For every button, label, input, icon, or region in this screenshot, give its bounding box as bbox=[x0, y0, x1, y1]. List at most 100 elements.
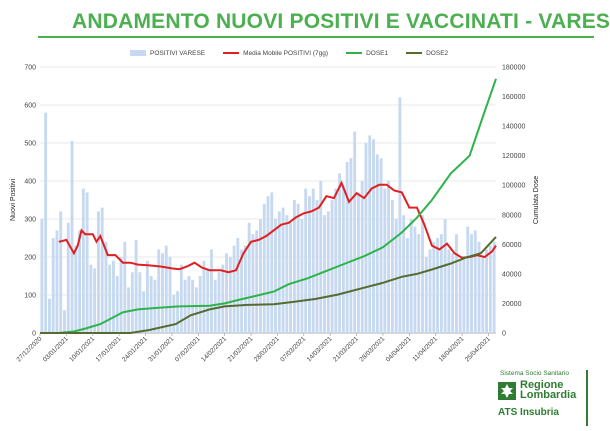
bar-positivi bbox=[281, 207, 285, 333]
bar-positivi bbox=[243, 245, 247, 333]
logo-top-text: Sistema Socio Sanitario bbox=[500, 370, 570, 377]
y-tick-label: 100 bbox=[24, 293, 36, 300]
bar-positivi bbox=[345, 162, 349, 333]
chart-legend: POSITIVI VARESE Media Mobile POSITIVI (7… bbox=[130, 47, 448, 59]
x-tick-label: 27/12/2020 bbox=[15, 335, 43, 363]
y2-tick-label: 40000 bbox=[502, 271, 522, 278]
bar-positivi bbox=[477, 241, 481, 333]
x-tick-label: 04/04/2021 bbox=[385, 335, 413, 363]
bar-positivi bbox=[319, 181, 323, 333]
y2-tick-label: 60000 bbox=[502, 242, 522, 249]
bar-positivi bbox=[221, 264, 225, 333]
title-underline bbox=[38, 36, 594, 38]
bar-positivi bbox=[74, 245, 78, 333]
bar-positivi bbox=[304, 188, 308, 333]
bar-positivi bbox=[78, 230, 82, 333]
bar-positivi bbox=[424, 257, 428, 333]
bar-positivi bbox=[341, 184, 345, 333]
bar-positivi bbox=[383, 188, 387, 333]
y-tick-label: 200 bbox=[24, 255, 36, 262]
y-tick-label: 500 bbox=[24, 141, 36, 148]
legend-label-dose2: DOSE2 bbox=[426, 49, 449, 57]
bar-positivi bbox=[149, 276, 153, 333]
bar-positivi bbox=[326, 211, 330, 333]
logo-name-line2: Lombardia bbox=[520, 389, 577, 401]
legend-label-media-mobile: Media Mobile POSITIVI (7gg) bbox=[243, 49, 329, 57]
bar-positivi bbox=[481, 257, 485, 333]
bar-positivi bbox=[225, 253, 228, 333]
bar-positivi bbox=[198, 276, 202, 333]
bar-positivi bbox=[236, 238, 240, 333]
bar-positivi bbox=[187, 276, 191, 333]
bar-positivi bbox=[100, 207, 104, 333]
logo: Sistema Socio Sanitario Regione Lombardi… bbox=[492, 370, 592, 426]
y-tick-label: 600 bbox=[24, 103, 36, 110]
bar-positivi bbox=[145, 260, 149, 333]
bar-positivi bbox=[247, 222, 251, 333]
legend-item-positivi: POSITIVI VARESE bbox=[130, 50, 205, 57]
bar-positivi bbox=[372, 139, 375, 333]
bar-positivi bbox=[458, 260, 462, 333]
title-bar: ANDAMENTO NUOVI POSITIVI E VACCINATI - V… bbox=[38, 10, 610, 38]
bar-positivi bbox=[259, 219, 262, 333]
bar-positivi bbox=[142, 291, 146, 333]
y2-tick-label: 20000 bbox=[502, 301, 522, 308]
x-tick-label: 07/03/2021 bbox=[279, 335, 307, 363]
bar-positivi bbox=[168, 257, 172, 333]
legend-label-positivi: POSITIVI VARESE bbox=[150, 49, 206, 57]
bar-positivi bbox=[104, 241, 108, 333]
bar-positivi bbox=[213, 279, 217, 333]
bar-positivi bbox=[66, 222, 70, 333]
x-tick-label: 17/01/2021 bbox=[95, 335, 123, 363]
bar-positivi bbox=[194, 287, 198, 333]
bar-positivi bbox=[262, 203, 266, 333]
x-tick-label: 14/02/2021 bbox=[200, 335, 228, 363]
bar-positivi bbox=[323, 215, 326, 333]
legend-swatch-positivi bbox=[130, 50, 146, 56]
bar-positivi bbox=[164, 245, 168, 333]
bar-positivi bbox=[421, 215, 424, 333]
bar-positivi bbox=[289, 222, 293, 333]
x-tick-label: 21/02/2021 bbox=[226, 335, 254, 363]
y-tick-label: 700 bbox=[24, 65, 36, 72]
bar-positivi bbox=[93, 268, 97, 333]
legend-item-media-mobile: Media Mobile POSITIVI (7gg) bbox=[223, 50, 328, 57]
bar-positivi bbox=[300, 219, 304, 333]
bar-positivi bbox=[308, 196, 311, 333]
x-tick-label: 14/03/2021 bbox=[306, 335, 334, 363]
bar-positivi bbox=[153, 279, 157, 333]
bar-positivi bbox=[413, 226, 417, 333]
bar-positivi bbox=[353, 131, 357, 333]
bar-positivi bbox=[40, 219, 44, 333]
bar-positivi bbox=[119, 257, 123, 333]
series-line-media-mobile-positivi-7gg- bbox=[58, 180, 497, 274]
bar-positivi bbox=[81, 188, 85, 333]
bar-positivi bbox=[390, 200, 394, 333]
bar-positivi bbox=[417, 234, 421, 333]
x-tick-label: 31/01/2021 bbox=[147, 335, 175, 363]
logo-border bbox=[586, 370, 588, 426]
y2-tick-label: 80000 bbox=[502, 212, 522, 219]
bar-positivi bbox=[255, 230, 259, 333]
bar-positivi bbox=[451, 253, 455, 333]
bar-positivi bbox=[51, 238, 55, 333]
bar-positivi bbox=[368, 135, 372, 333]
y-tick-label: 400 bbox=[24, 179, 36, 186]
x-tick-label: 11/04/2021 bbox=[411, 335, 439, 363]
bar-positivi bbox=[338, 173, 342, 333]
bar-positivi bbox=[228, 257, 232, 333]
bar-positivi bbox=[96, 211, 100, 333]
bar-positivi bbox=[44, 112, 48, 333]
bar-positivi bbox=[123, 241, 127, 333]
bar-positivi bbox=[55, 230, 59, 333]
bar-positivi bbox=[232, 245, 236, 333]
bar-positivi bbox=[277, 211, 281, 333]
bar-positivi bbox=[274, 219, 277, 333]
x-tick-label: 25/04/2021 bbox=[464, 335, 492, 363]
bar-positivi bbox=[492, 241, 496, 333]
bar-positivi bbox=[130, 272, 134, 333]
y-axis-title: Nuovi Positivi bbox=[10, 179, 17, 221]
bar-positivi bbox=[379, 158, 383, 333]
y2-tick-label: 160000 bbox=[502, 94, 525, 101]
